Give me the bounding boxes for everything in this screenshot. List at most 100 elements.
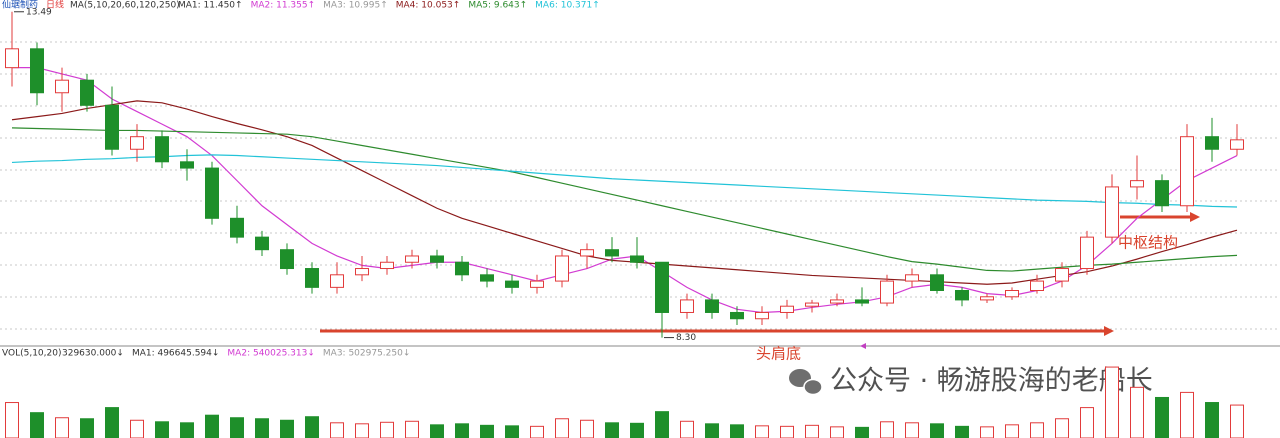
candle-body xyxy=(855,299,869,304)
volume-bar xyxy=(430,424,444,438)
candle-body xyxy=(80,79,94,106)
candle-body xyxy=(705,299,719,313)
volume-bar xyxy=(1230,404,1244,438)
readout: MA2: 540025.313↓ xyxy=(227,349,314,359)
candle-body xyxy=(205,167,219,219)
candle-body xyxy=(1130,180,1144,188)
candle-body xyxy=(1055,268,1069,282)
arrow-head xyxy=(1190,212,1200,222)
candle-body xyxy=(605,249,619,257)
volume-bar xyxy=(980,426,994,438)
readout: MA6: 10.371↑ xyxy=(535,1,600,11)
volume-bar xyxy=(205,414,219,438)
stock-name: 仙琚制药 xyxy=(2,0,38,11)
candle-body xyxy=(1105,186,1119,238)
candle-body xyxy=(355,268,369,276)
candle-body xyxy=(680,299,694,313)
readout: MA1: 496645.594↓ xyxy=(132,349,219,359)
candle-body xyxy=(880,280,894,304)
candle-body xyxy=(805,302,819,307)
volume-bar xyxy=(705,423,719,438)
candle-body xyxy=(155,136,169,163)
ma-line xyxy=(12,67,1238,314)
candle-body xyxy=(55,79,69,94)
readout: MA2: 11.355↑ xyxy=(251,1,316,11)
ma-line xyxy=(11,127,1238,272)
readout: MA3: 10.995↑ xyxy=(323,1,388,11)
volume-bar xyxy=(280,419,294,438)
volume-bar xyxy=(105,407,119,438)
candle-body xyxy=(30,48,44,94)
volume-bar xyxy=(780,425,794,438)
candle-body xyxy=(530,280,544,288)
volume-bar xyxy=(5,402,19,438)
volume-bar xyxy=(580,419,594,438)
volume-bar xyxy=(630,422,644,438)
candle-body xyxy=(1080,236,1094,270)
readout: MA3: 502975.250↓ xyxy=(323,349,410,359)
volume-bar xyxy=(480,424,494,438)
volume-title: VOL(5,10,20) xyxy=(2,349,61,359)
volume-bar xyxy=(80,418,94,438)
volume-bar xyxy=(605,422,619,438)
price-header: 仙琚制药 日线 MA(5,10,20,60,120,250) MA1: 11.4… xyxy=(2,0,600,11)
ma-line xyxy=(11,100,1238,285)
candle-body xyxy=(905,274,919,282)
volume-bar xyxy=(830,426,844,438)
volume-bar xyxy=(1055,418,1069,438)
candle-body xyxy=(830,299,844,304)
volume-bar xyxy=(55,417,69,438)
volume-bar xyxy=(180,422,194,438)
volume-bar xyxy=(1005,424,1019,438)
volume-bar xyxy=(330,422,344,438)
volume-bar xyxy=(680,420,694,438)
volume-bar xyxy=(380,421,394,438)
candle-body xyxy=(305,268,319,288)
candle-body xyxy=(1205,136,1219,150)
volume-bar xyxy=(155,421,169,438)
price-label: 13.49 xyxy=(26,7,52,17)
volume-bar xyxy=(805,424,819,438)
candle-body xyxy=(1005,290,1019,298)
readout: MA4: 10.053↑ xyxy=(396,1,461,11)
candle-body xyxy=(380,261,394,270)
candle-body xyxy=(330,274,344,288)
ma-line xyxy=(11,154,1238,208)
period: 日线 xyxy=(46,0,64,11)
candle-body xyxy=(930,274,944,291)
volume-bar xyxy=(755,425,769,438)
volume-bar xyxy=(505,425,519,438)
candle-body xyxy=(655,261,669,313)
volume-bar xyxy=(455,423,469,438)
readout: 329630.000↓ xyxy=(62,349,124,359)
volume-bar xyxy=(230,417,244,438)
candle-body xyxy=(480,274,494,282)
candle-body xyxy=(280,249,294,270)
annotation: 头肩底 xyxy=(756,345,801,363)
candle-body xyxy=(955,290,969,301)
candle-body xyxy=(505,280,519,288)
volume-bar xyxy=(130,419,144,438)
volume-bar xyxy=(1080,407,1094,438)
candle-body xyxy=(430,255,444,263)
candle-body xyxy=(5,48,19,69)
candle-body xyxy=(105,104,119,150)
candle-body xyxy=(555,255,569,282)
candle-body xyxy=(755,311,769,320)
volume-bar xyxy=(1105,366,1119,438)
volume-bar xyxy=(1155,396,1169,438)
candle-body xyxy=(580,249,594,257)
volume-bar xyxy=(880,421,894,438)
watermark: 公众号 · 畅游股海的老船长 xyxy=(789,366,1153,397)
candle-body xyxy=(980,296,994,301)
candle-body xyxy=(730,311,744,320)
candle-body xyxy=(130,136,144,150)
volume-bar xyxy=(30,412,44,438)
volume-bar xyxy=(555,418,569,438)
candle-body xyxy=(230,217,244,238)
readout: MA5: 9.643↑ xyxy=(468,1,527,11)
volume-bar xyxy=(930,423,944,438)
candle-body xyxy=(255,236,269,251)
volume-bar xyxy=(955,425,969,438)
